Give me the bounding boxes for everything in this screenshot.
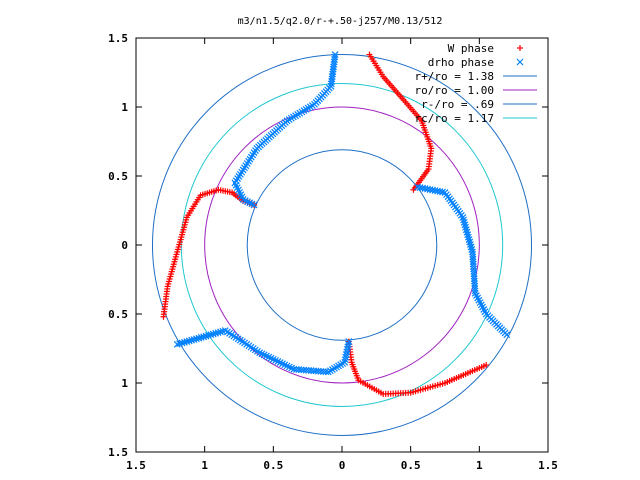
data-point (344, 340, 352, 348)
data-point (463, 228, 471, 236)
circle-3 (180, 83, 504, 407)
data-point (195, 334, 203, 342)
y-tick-label: 1 (121, 101, 128, 114)
ticks-layer: 1.5 1 0.5 0 0.5 1 1.51.510.500.511.5 (108, 32, 558, 472)
data-point (461, 221, 469, 229)
data-point (193, 335, 200, 343)
circle-0 (151, 54, 533, 436)
y-tick-label: 0.5 (108, 308, 128, 321)
data-point (342, 353, 350, 361)
data-point (343, 348, 351, 356)
data-point (464, 231, 472, 239)
data-point (343, 345, 351, 353)
data-point (188, 336, 196, 344)
data-point (483, 362, 490, 369)
data-point (185, 337, 193, 345)
legend-marker-sample (516, 58, 524, 66)
legend-label: r+/ro = 1.38 (415, 70, 494, 83)
data-point (207, 331, 215, 339)
data-point (200, 333, 208, 341)
data-point (327, 80, 335, 88)
x-tick-label: 1.5 (538, 459, 558, 472)
x-tick-label: 0.5 (263, 459, 283, 472)
x-tick-label: 1 (476, 459, 483, 472)
data-point (465, 236, 473, 244)
data-point (341, 358, 349, 366)
data-point (462, 226, 470, 234)
x-tick-label: 1 (201, 459, 208, 472)
legend-marker-sample (517, 45, 523, 51)
data-point (462, 223, 470, 231)
data-point (342, 351, 350, 358)
data-point (197, 334, 205, 341)
data-point (173, 340, 181, 348)
data-point (180, 338, 188, 346)
data-point (467, 243, 475, 251)
data-point (459, 213, 467, 221)
data-point (217, 328, 224, 336)
data-point (250, 201, 258, 209)
x-tick-label: 1.5 (126, 459, 146, 472)
data-point (178, 339, 186, 347)
data-point (176, 340, 184, 348)
legend-label: W phase (448, 42, 494, 55)
circle-1 (204, 106, 480, 384)
data-point (202, 332, 210, 340)
legend-label: drho phase (428, 56, 494, 69)
data-point (503, 331, 511, 339)
x-tick-label: 0.5 (401, 459, 421, 472)
y-tick-label: 1 (121, 377, 128, 390)
chart-title: m3/n1.5/q2.0/r-+.50-j257/M0.13/512 (238, 16, 443, 27)
data-point (460, 218, 468, 226)
y-tick-label: 0 (121, 239, 128, 252)
data-point (460, 216, 467, 224)
data-point (344, 343, 352, 351)
data-point (183, 338, 191, 346)
data-point (341, 356, 349, 364)
data-point (205, 331, 212, 339)
data-point (471, 287, 479, 295)
data-point (214, 329, 222, 337)
legend-label: rc/ro = 1.17 (415, 112, 494, 125)
points-layer (160, 51, 511, 398)
data-point (439, 188, 446, 196)
x-tick-label: 0 (339, 459, 346, 472)
data-point (464, 233, 472, 241)
circle-2 (246, 149, 438, 341)
data-point (466, 238, 474, 246)
y-tick-label: 1.5 (108, 446, 128, 459)
data-point (345, 338, 353, 346)
data-point (190, 336, 198, 343)
legend-label: r-/ro = .69 (421, 98, 494, 111)
data-point (209, 330, 217, 338)
legend-label: ro/ro = 1.00 (415, 84, 494, 97)
series-1 (173, 51, 511, 376)
y-tick-label: 0.5 (108, 170, 128, 183)
data-point (466, 241, 474, 248)
y-tick-label: 1.5 (108, 32, 128, 45)
data-point (212, 329, 220, 337)
